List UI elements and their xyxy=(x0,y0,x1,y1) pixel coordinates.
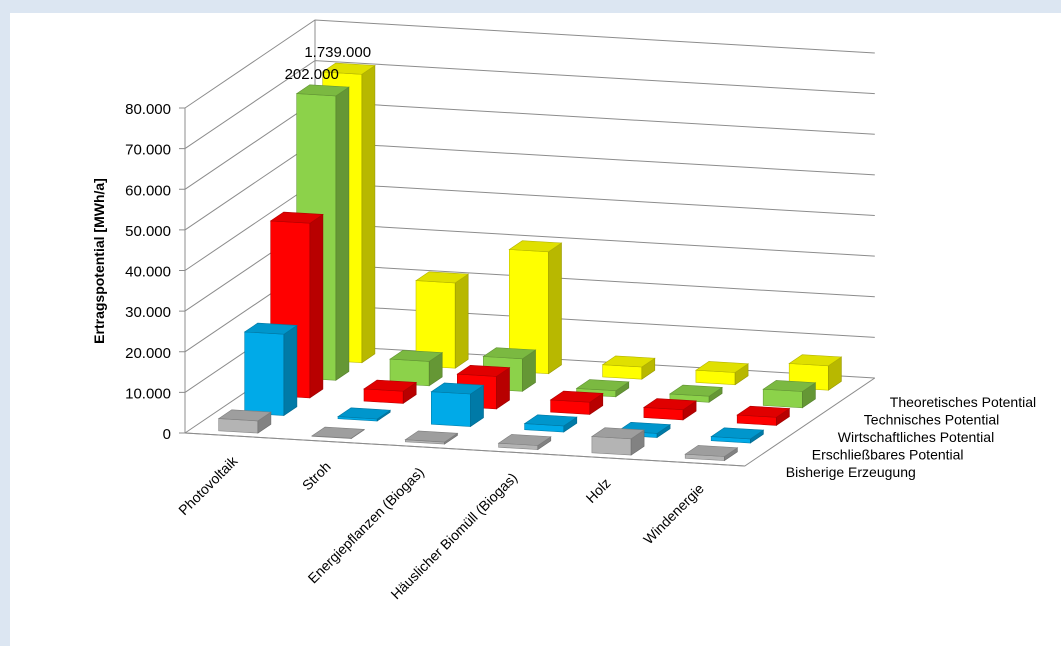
bar-erschlie-bares-potential-energiepflanzen-biogas-top xyxy=(430,382,485,395)
bar-technisches-potential-h-uslicher-biom-ll-biogas-top xyxy=(575,379,630,392)
bar-bisherige-erzeugung-holz-front xyxy=(591,436,632,456)
bar-technisches-potential-stroh-top xyxy=(389,349,444,362)
bar-technisches-potential-h-uslicher-biom-ll-biogas xyxy=(575,379,630,398)
bar-theoretisches-potential-holz xyxy=(694,361,750,386)
bar-theoretisches-potential-photovoltaik-side xyxy=(361,64,376,364)
series-label: Erschließbares Potential xyxy=(812,447,964,463)
labels-layer: 0 10.000 20.000 30.000 40.000 50.000 60.000 70.… xyxy=(91,44,1036,602)
bar-erschlie-bares-potential-photovoltaik-side xyxy=(283,324,298,417)
bar-wirtschaftliches-potential-stroh-top xyxy=(363,379,418,392)
y-tick-label: 80.000 xyxy=(125,101,171,118)
bar-erschlie-bares-potential-stroh xyxy=(337,407,392,422)
bar-theoretisches-potential-stroh xyxy=(415,271,470,369)
category-label: Photovoltaik xyxy=(175,452,241,518)
y-tick-label: 20.000 xyxy=(125,345,171,362)
bar-theoretisches-potential-windenergie-top xyxy=(788,354,843,367)
bar-wirtschaftliches-potential-holz xyxy=(642,398,698,421)
category-label: Holz xyxy=(583,475,614,506)
bar-erschlie-bares-potential-photovoltaik-front xyxy=(244,331,285,416)
series-label: Bisherige Erzeugung xyxy=(786,464,916,480)
bar-theoretisches-potential-stroh-side xyxy=(454,273,469,369)
bar-theoretisches-potential-stroh-top xyxy=(415,271,470,284)
bar-wirtschaftliches-potential-holz-top xyxy=(642,398,698,411)
bar-technisches-potential-photovoltaik-side xyxy=(335,86,350,381)
y-tick-label: 60.000 xyxy=(125,182,171,199)
gridline xyxy=(184,19,875,109)
bar-erschlie-bares-potential-h-uslicher-biom-ll-biogas xyxy=(523,414,578,433)
potential-3d-column-chart: 0 10.000 20.000 30.000 40.000 50.000 60.000 70.… xyxy=(91,19,1036,602)
bar-theoretisches-potential-energiepflanzen-biogas-side xyxy=(548,242,562,375)
bar-bisherige-erzeugung-photovoltaik-top xyxy=(217,409,272,422)
bar-erschlie-bares-potential-windenergie-top xyxy=(710,427,765,440)
bar-theoretisches-potential-h-uslicher-biom-ll-biogas xyxy=(601,355,656,380)
y-tick-label: 50.000 xyxy=(125,223,171,240)
bar-erschlie-bares-potential-photovoltaik-top xyxy=(243,322,298,335)
bar-theoretisches-potential-h-uslicher-biom-ll-biogas-top xyxy=(601,355,656,368)
bar-technisches-potential-windenergie xyxy=(762,380,817,409)
bar-wirtschaftliches-potential-energiepflanzen-biogas-top xyxy=(456,364,511,377)
gridline xyxy=(184,100,875,190)
category-label: Windenergie xyxy=(640,480,707,547)
bar-technisches-potential-energiepflanzen-biogas-top xyxy=(482,347,537,360)
bar-erschlie-bares-potential-stroh-top xyxy=(337,407,392,420)
bar-wirtschaftliches-potential-photovoltaik-top xyxy=(269,211,324,224)
bar-technisches-potential-windenergie-front xyxy=(762,388,803,409)
bar-technisches-potential-windenergie-top xyxy=(762,380,817,392)
bar-erschlie-bares-potential-photovoltaik xyxy=(243,322,298,417)
bar-theoretisches-potential-energiepflanzen-biogas-top xyxy=(508,240,563,253)
bar-theoretisches-potential-energiepflanzen-biogas xyxy=(508,240,563,375)
series-label: Wirtschaftliches Potential xyxy=(838,429,994,445)
bar-technisches-potential-holz-top xyxy=(668,384,724,397)
chart-panel: 0 10.000 20.000 30.000 40.000 50.000 60.000 70.… xyxy=(10,13,1061,646)
data-label-technisches-potential: 202.000 xyxy=(285,66,339,83)
bar-bisherige-erzeugung-stroh xyxy=(311,426,366,440)
bar-bisherige-erzeugung-h-uslicher-biom-ll-biogas-top xyxy=(497,434,552,446)
y-tick-label: 70.000 xyxy=(125,142,171,159)
bars-layer xyxy=(217,62,843,462)
bar-erschlie-bares-potential-windenergie xyxy=(710,427,765,444)
bar-bisherige-erzeugung-holz xyxy=(590,427,646,456)
data-label-theoretisches-potential: 1.739.000 xyxy=(304,44,371,61)
bar-erschlie-bares-potential-energiepflanzen-biogas-front xyxy=(430,391,471,427)
bar-theoretisches-potential-holz-top xyxy=(694,361,750,373)
category-label: Energiepflanzen (Biogas) xyxy=(305,464,427,586)
bar-wirtschaftliches-potential-h-uslicher-biom-ll-biogas-top xyxy=(549,390,604,403)
bar-bisherige-erzeugung-h-uslicher-biom-ll-biogas xyxy=(497,434,552,451)
bar-erschlie-bares-potential-energiepflanzen-biogas xyxy=(430,382,485,428)
bar-bisherige-erzeugung-stroh-top xyxy=(311,426,366,439)
y-tick-label: 0 xyxy=(163,426,171,443)
bar-wirtschaftliches-potential-windenergie xyxy=(736,405,791,426)
bar-bisherige-erzeugung-energiepflanzen-biogas xyxy=(404,430,459,445)
series-label: Technisches Potential xyxy=(864,411,999,427)
series-label: Theoretisches Potential xyxy=(890,394,1036,410)
bar-wirtschaftliches-potential-h-uslicher-biom-ll-biogas xyxy=(549,390,604,415)
bar-wirtschaftliches-potential-stroh xyxy=(363,379,418,404)
bar-bisherige-erzeugung-holz-top xyxy=(590,427,646,440)
y-tick-label: 30.000 xyxy=(125,304,171,321)
bar-bisherige-erzeugung-windenergie-top xyxy=(684,445,739,457)
bar-wirtschaftliches-potential-photovoltaik-side xyxy=(309,213,324,399)
bar-bisherige-erzeugung-energiepflanzen-biogas-top xyxy=(404,430,459,443)
bar-wirtschaftliches-potential-windenergie-top xyxy=(736,405,791,418)
x-axis-line xyxy=(184,432,745,467)
y-axis-title: Ertragspotential [MWh/a] xyxy=(91,178,107,344)
category-label: Stroh xyxy=(299,458,334,493)
bar-technisches-potential-stroh xyxy=(389,349,444,387)
bar-bisherige-erzeugung-photovoltaik xyxy=(217,409,272,434)
bar-erschlie-bares-potential-h-uslicher-biom-ll-biogas-top xyxy=(523,414,578,427)
bar-theoretisches-potential-photovoltaik-top xyxy=(321,62,376,75)
bar-bisherige-erzeugung-windenergie xyxy=(684,445,739,462)
y-tick-label: 10.000 xyxy=(125,385,171,402)
y-tick-label: 40.000 xyxy=(125,264,171,281)
bar-technisches-potential-photovoltaik-top xyxy=(295,84,350,97)
